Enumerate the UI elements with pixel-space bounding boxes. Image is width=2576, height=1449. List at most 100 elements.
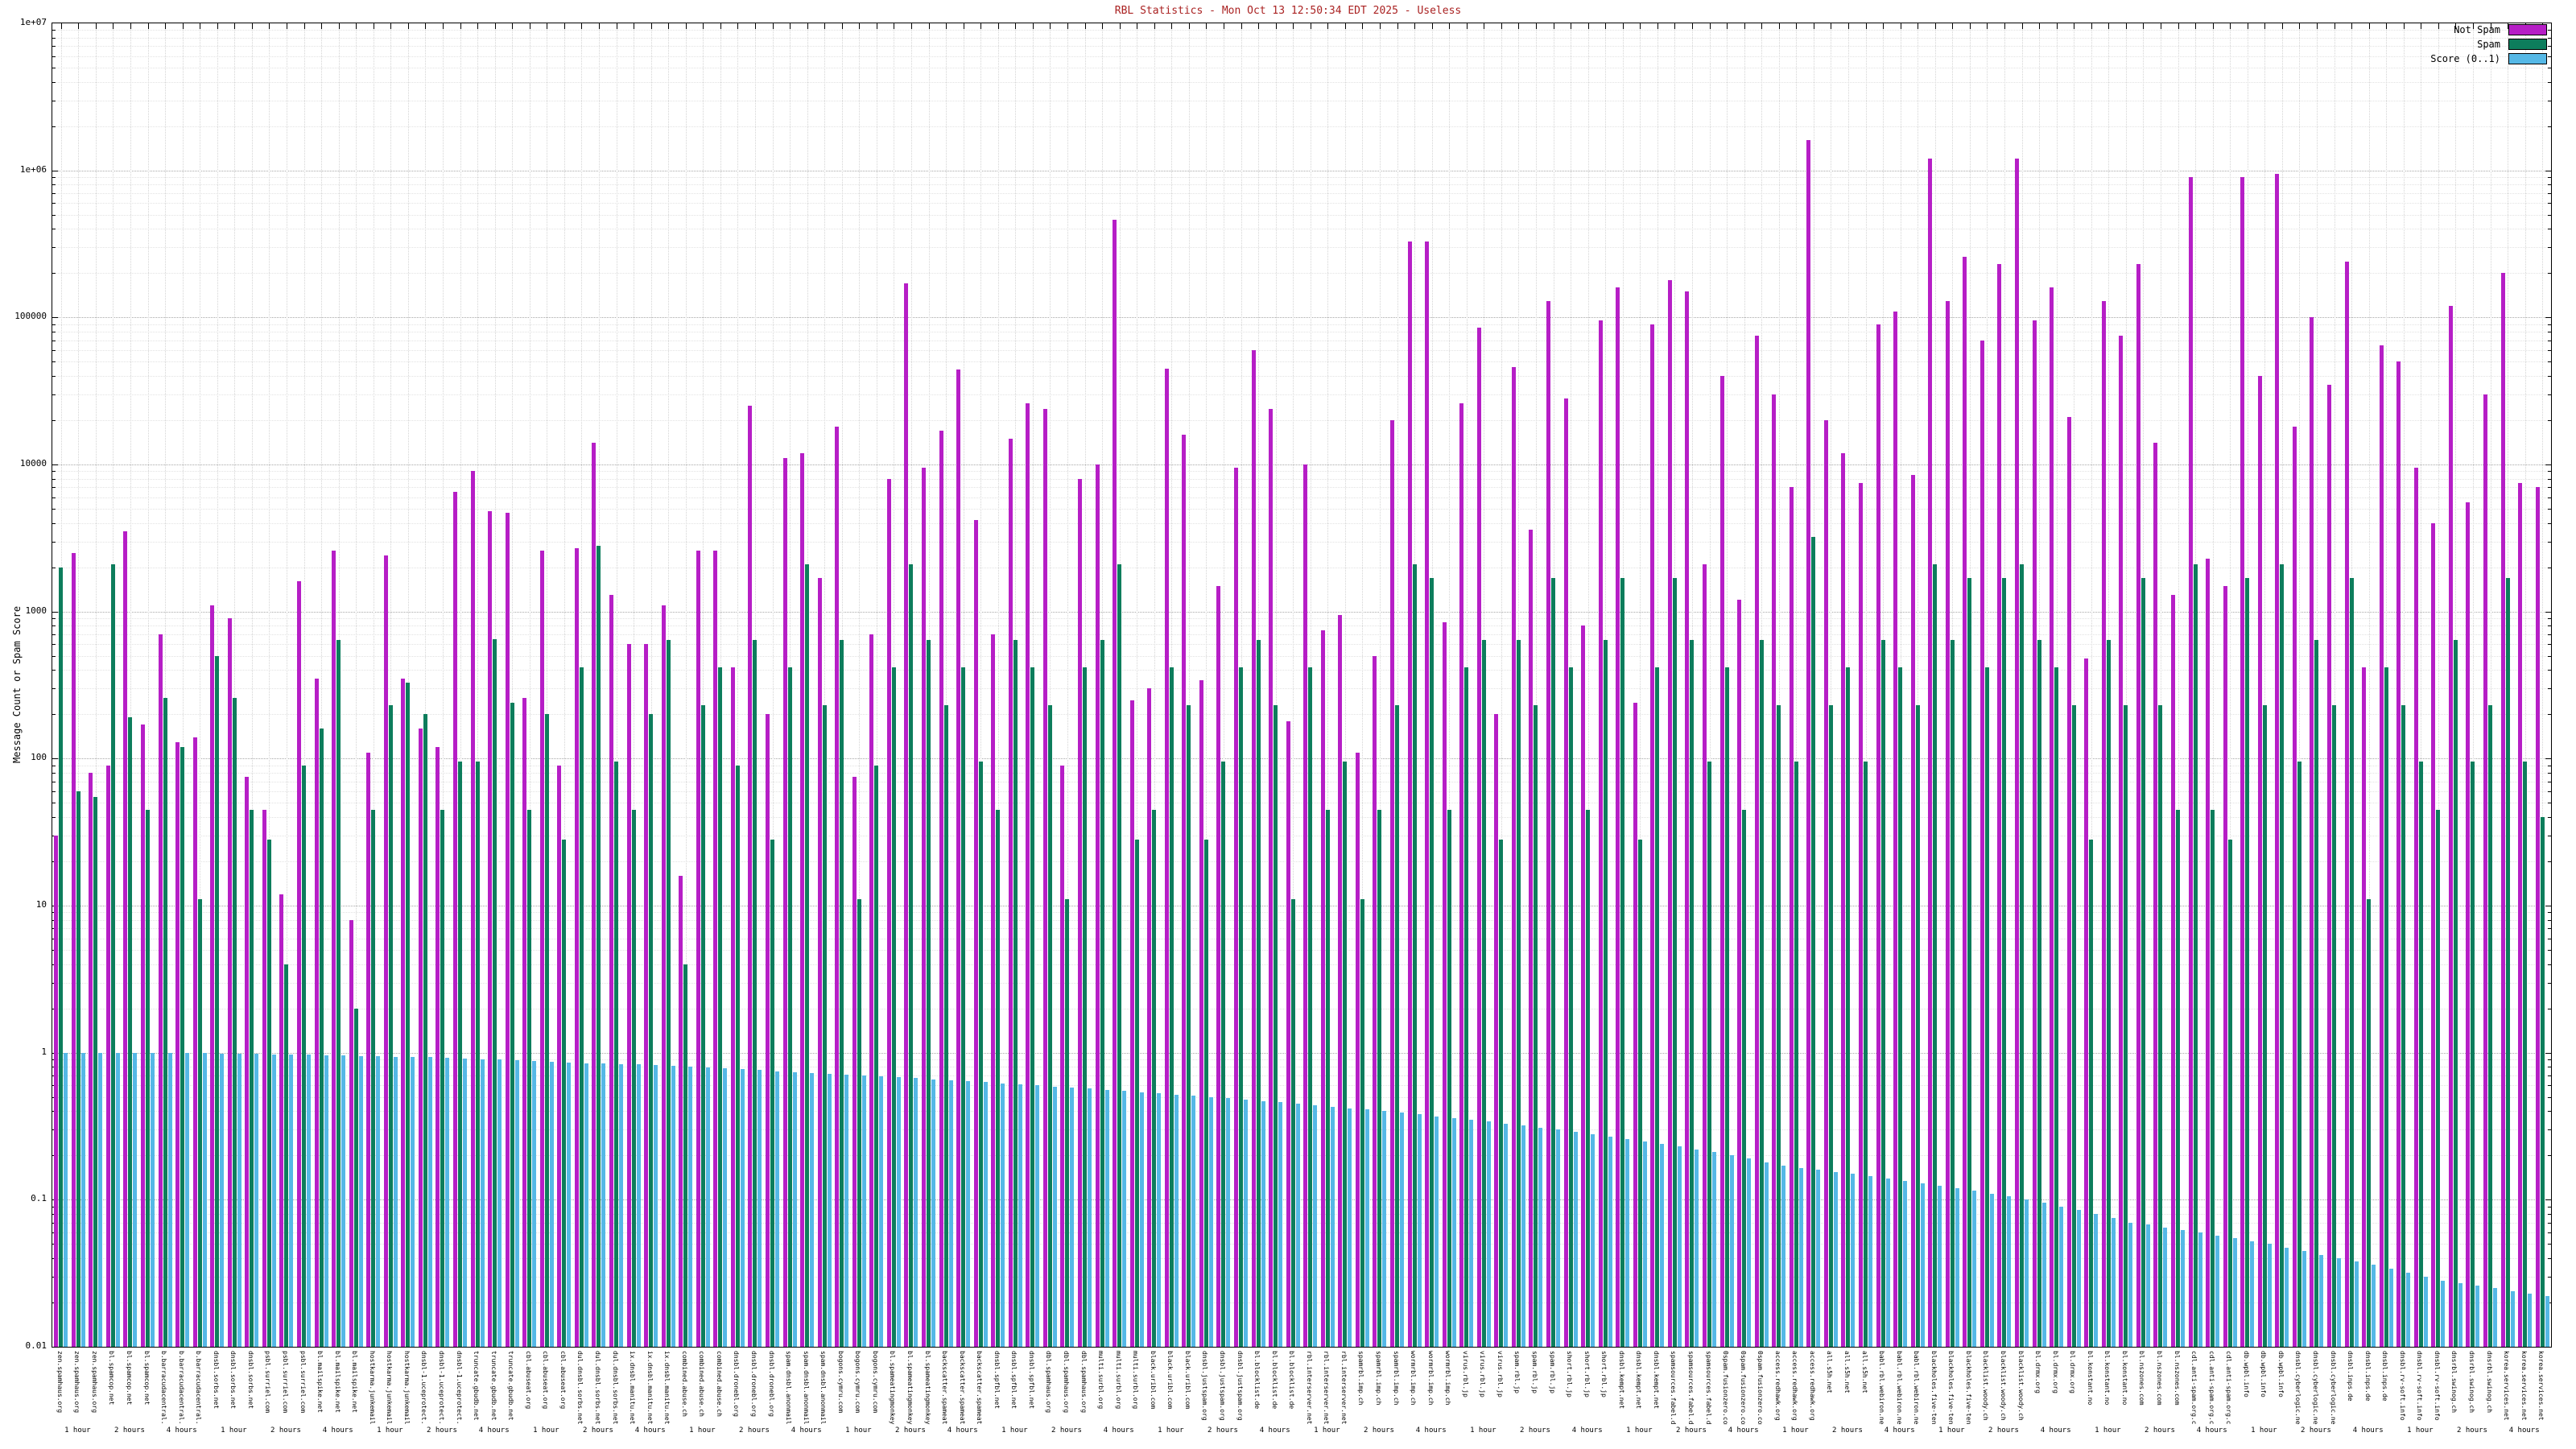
- x-tick: [2438, 23, 2439, 29]
- bar-group: [2360, 23, 2378, 1347]
- bar-not-spam: [192, 737, 197, 1347]
- y-tick: [2545, 1052, 2551, 1054]
- legend-swatch: [2508, 39, 2547, 50]
- y-tick-minor: [52, 1258, 56, 1260]
- gridline-minor: [52, 1111, 2551, 1113]
- x-tick-label: psbl.surriel.com: [264, 1351, 272, 1414]
- x-interval-label: 2 hours: [2457, 1426, 2487, 1435]
- x-tick-label: spam.rbl.jp: [1513, 1351, 1521, 1393]
- bar-not-spam: [1026, 403, 1030, 1347]
- x-tick-label: bl.mailspike.net: [351, 1351, 359, 1414]
- bar-score-0-1-: [254, 1054, 259, 1347]
- bar-not-spam: [470, 471, 475, 1347]
- y-tick-label: 1e+07: [19, 17, 47, 27]
- bar-spam: [1117, 564, 1122, 1347]
- bar-score-0-1-: [480, 1059, 485, 1347]
- bar-not-spam: [2101, 300, 2106, 1347]
- bar-spam: [666, 640, 671, 1347]
- y-tick-minor: [2548, 1214, 2551, 1216]
- gridline-minor: [52, 126, 2551, 127]
- y-tick-minor: [2548, 1075, 2551, 1076]
- y-tick-minor: [2548, 1129, 2551, 1131]
- gridline-vertical: [234, 23, 236, 1347]
- bar-spam: [978, 762, 983, 1347]
- bar-score-0-1-: [1208, 1096, 1213, 1347]
- x-tick: [2281, 23, 2283, 29]
- bar-not-spam: [869, 634, 874, 1347]
- bar-score-0-1-: [2128, 1222, 2133, 1347]
- bar-not-spam: [1633, 702, 1637, 1347]
- bar-group: [1909, 23, 1926, 1347]
- bar-not-spam: [574, 547, 579, 1347]
- x-interval-label: 1 hour: [1782, 1426, 1809, 1435]
- x-interval-label: 1 hour: [1314, 1426, 1340, 1435]
- x-tick-label: truncate.gbudb.net: [507, 1351, 515, 1421]
- x-tick: [1102, 23, 1104, 29]
- bar-spam: [146, 809, 151, 1347]
- bar-spam: [2332, 705, 2337, 1347]
- gridline-vertical: [1362, 23, 1364, 1347]
- x-tick: [2125, 23, 2127, 29]
- x-tick-label: dnsbl.cyberlogic.net: [2294, 1351, 2302, 1425]
- gridline-vertical: [78, 23, 80, 1347]
- bar-group: [851, 23, 869, 1347]
- y-tick-minor: [52, 471, 56, 473]
- bar-not-spam: [2292, 427, 2297, 1347]
- x-tick: [1952, 23, 1954, 29]
- gridline-vertical: [165, 23, 167, 1347]
- x-tick-label: backscatter.spameatingmonkey.net: [958, 1351, 966, 1425]
- gridline-minor: [52, 861, 2551, 862]
- gridline-minor: [52, 81, 2551, 83]
- x-tick: [564, 23, 565, 29]
- bar-spam: [458, 762, 463, 1347]
- x-tick-label: spam.dnsbl.anonmails.de: [785, 1351, 793, 1425]
- bar-score-0-1-: [1556, 1129, 1561, 1347]
- x-tick-label: short.rbl.jp: [1583, 1351, 1591, 1397]
- gridline-minor: [52, 376, 2551, 378]
- x-tick: [581, 23, 583, 29]
- bar-score-0-1-: [358, 1055, 363, 1347]
- gridline-vertical: [737, 23, 739, 1347]
- x-tick-label: babl.rbl.webiron.net: [1913, 1351, 1921, 1425]
- bar-score-0-1-: [64, 1052, 68, 1347]
- bar-group: [2030, 23, 2048, 1347]
- bar-not-spam: [1286, 720, 1290, 1347]
- bar-spam: [2037, 640, 2041, 1347]
- bar-spam: [1152, 809, 1157, 1347]
- bar-score-0-1-: [1729, 1155, 1734, 1347]
- bar-group: [590, 23, 608, 1347]
- bar-group: [1406, 23, 1423, 1347]
- x-tick: [1605, 23, 1607, 29]
- bar-not-spam: [1945, 300, 1950, 1347]
- x-tick: [1848, 23, 1849, 29]
- bar-score-0-1-: [1451, 1117, 1456, 1347]
- bar-group: [1024, 23, 1042, 1347]
- bar-not-spam: [2206, 558, 2211, 1347]
- x-tick-label: backscatter.spameatingmonkey.net: [976, 1351, 984, 1425]
- bar-spam: [2002, 577, 2007, 1347]
- x-tick-label: dnsbl.rv-soft.info: [2433, 1351, 2441, 1421]
- x-tick-label: dnsbl.rv-soft.info: [2416, 1351, 2424, 1421]
- x-tick: [130, 23, 131, 29]
- bar-score-0-1-: [1989, 1193, 1994, 1347]
- bar-not-spam: [2483, 394, 2488, 1347]
- y-tick: [2545, 611, 2551, 613]
- bar-not-spam: [2500, 273, 2505, 1347]
- gridline-minor: [52, 1059, 2551, 1061]
- y-tick-minor: [52, 655, 56, 657]
- bar-score-0-1-: [2215, 1235, 2220, 1347]
- bar-not-spam: [1650, 324, 1655, 1347]
- bar-group: [2395, 23, 2413, 1347]
- bar-score-0-1-: [810, 1072, 815, 1347]
- x-tick-label: db.wpbl.info: [2260, 1351, 2268, 1397]
- x-tick-label: rbl.interserver.net: [1305, 1351, 1313, 1425]
- x-tick: [1778, 23, 1780, 29]
- bar-score-0-1-: [1157, 1093, 1162, 1347]
- bar-score-0-1-: [1070, 1087, 1075, 1347]
- bar-spam: [1967, 577, 1972, 1347]
- x-tick-label: cdl.anti-spam.org.cn: [2207, 1351, 2215, 1425]
- bar-not-spam: [1667, 279, 1672, 1347]
- bar-not-spam: [349, 919, 353, 1347]
- y-tick-minor: [2548, 964, 2551, 965]
